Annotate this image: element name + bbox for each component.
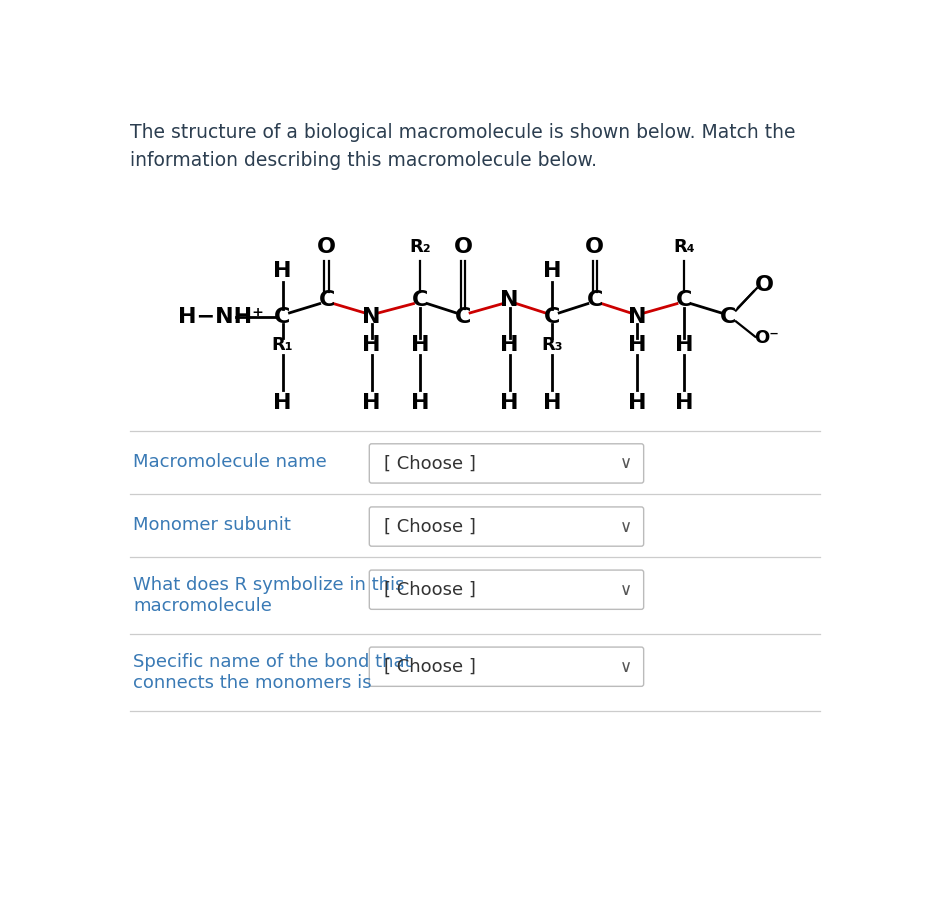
FancyBboxPatch shape <box>369 647 643 687</box>
Text: H: H <box>543 261 562 281</box>
Text: Monomer subunit: Monomer subunit <box>133 516 291 534</box>
Text: R₁: R₁ <box>272 336 293 355</box>
Text: Macromolecule name: Macromolecule name <box>133 454 326 472</box>
Text: [ Choose ]: [ Choose ] <box>384 518 476 535</box>
Text: [ Choose ]: [ Choose ] <box>384 454 476 473</box>
Text: C: C <box>274 307 291 327</box>
Text: H: H <box>362 336 381 356</box>
Text: Specific name of the bond that
connects the monomers is: Specific name of the bond that connects … <box>133 653 412 692</box>
Text: H: H <box>501 393 519 413</box>
Text: C: C <box>720 307 736 327</box>
Text: N: N <box>501 290 519 310</box>
Text: [ Choose ]: [ Choose ] <box>384 658 476 676</box>
Text: R₃: R₃ <box>541 336 563 355</box>
Text: N: N <box>629 307 647 327</box>
Text: N: N <box>362 307 381 327</box>
Text: R₄: R₄ <box>673 239 694 257</box>
FancyBboxPatch shape <box>369 571 643 610</box>
Text: ∨: ∨ <box>620 658 632 676</box>
Text: C: C <box>413 290 428 310</box>
Text: H: H <box>629 393 647 413</box>
Text: C: C <box>587 290 603 310</box>
Text: H: H <box>273 261 292 281</box>
Text: C: C <box>455 307 471 327</box>
Text: O: O <box>453 238 473 258</box>
Text: O: O <box>585 238 604 258</box>
Text: ∨: ∨ <box>620 580 632 599</box>
Text: H: H <box>273 393 292 413</box>
Text: ∨: ∨ <box>620 454 632 473</box>
Text: H: H <box>362 393 381 413</box>
FancyBboxPatch shape <box>369 444 643 483</box>
Text: H: H <box>412 336 430 356</box>
Text: ∨: ∨ <box>620 518 632 535</box>
Text: C: C <box>544 307 561 327</box>
Text: H: H <box>412 393 430 413</box>
Text: R₂: R₂ <box>410 239 431 257</box>
Text: C: C <box>319 290 335 310</box>
Text: H: H <box>675 393 693 413</box>
Text: H: H <box>675 336 693 356</box>
Text: What does R symbolize in this
macromolecule: What does R symbolize in this macromolec… <box>133 576 404 615</box>
Text: H: H <box>501 336 519 356</box>
Text: O: O <box>756 275 774 295</box>
Text: H−NH⁺: H−NH⁺ <box>178 307 264 327</box>
Text: O⁻: O⁻ <box>754 329 779 347</box>
Text: [ Choose ]: [ Choose ] <box>384 580 476 599</box>
Text: H: H <box>543 393 562 413</box>
Text: The structure of a biological macromolecule is shown below. Match the
informatio: The structure of a biological macromolec… <box>130 122 795 171</box>
Text: C: C <box>676 290 692 310</box>
Text: H: H <box>629 336 647 356</box>
FancyBboxPatch shape <box>369 507 643 546</box>
Text: O: O <box>317 238 337 258</box>
